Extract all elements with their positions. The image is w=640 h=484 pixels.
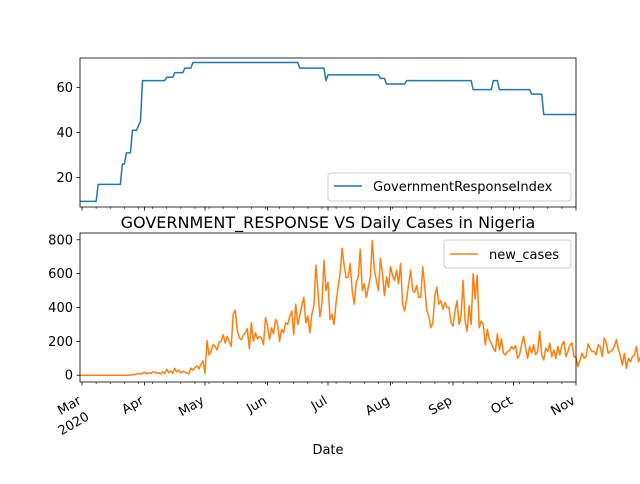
top-x-axis-ticks [81, 207, 577, 211]
bottom-legend-label: new_cases [489, 248, 559, 263]
bottom-y-axis: 0 200 400 600 800 [48, 233, 80, 384]
government-response-panel: 20 40 60 GovernmentResponseIndex [56, 57, 577, 211]
top-y-tick-label-20: 20 [56, 171, 73, 186]
top-y-axis: 20 40 60 [56, 81, 80, 186]
chart-title: GOVERNMENT_RESPONSE VS Daily Cases in Ni… [121, 213, 536, 233]
bottom-y-tick-label-600: 600 [48, 267, 73, 282]
series-group-government-response-index [80, 61, 576, 203]
top-y-tick-label-40: 40 [56, 126, 73, 141]
top-legend-label: GovernmentResponseIndex [373, 180, 553, 195]
bottom-legend: new_cases [443, 239, 572, 269]
bottom-y-tick-label-400: 400 [48, 301, 73, 316]
top-y-tick-label-60: 60 [56, 81, 73, 96]
bottom-y-tick-label-0: 0 [65, 369, 73, 384]
x-axis-label: Date [312, 443, 343, 458]
series-group-new-cases [80, 239, 640, 376]
top-legend: GovernmentResponseIndex [327, 172, 572, 202]
bottom-legend-box [443, 239, 572, 269]
x-tick-label-jul: Jul [308, 393, 330, 414]
bottom-y-tick-label-800: 800 [48, 233, 73, 248]
series-line-government-response-index [80, 61, 576, 203]
top-legend-box [327, 172, 572, 202]
series-line-new-cases [80, 239, 640, 376]
bottom-y-tick-label-200: 200 [48, 335, 73, 350]
